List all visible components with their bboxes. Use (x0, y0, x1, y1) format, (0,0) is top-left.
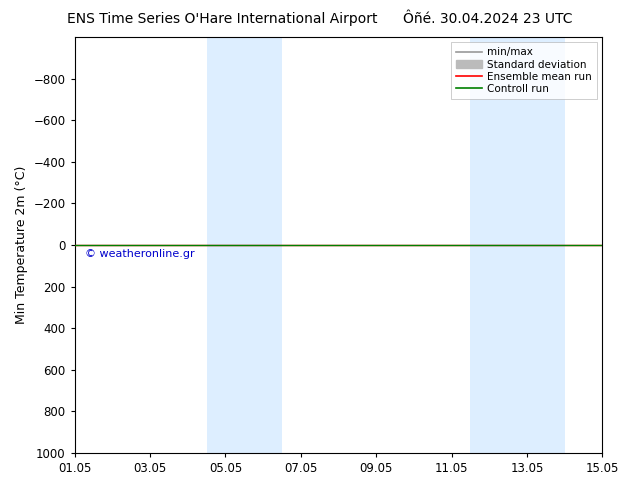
Bar (207, 37, 282, 453)
Text: Ôñé. 30.04.2024 23 UTC: Ôñé. 30.04.2024 23 UTC (403, 12, 573, 26)
Text: ENS Time Series O'Hare International Airport: ENS Time Series O'Hare International Air… (67, 12, 377, 26)
Bar (470, 37, 565, 453)
Legend: min/max, Standard deviation, Ensemble mean run, Controll run: min/max, Standard deviation, Ensemble me… (451, 42, 597, 99)
Text: © weatheronline.gr: © weatheronline.gr (85, 249, 195, 259)
Y-axis label: Min Temperature 2m (°C): Min Temperature 2m (°C) (15, 166, 28, 324)
